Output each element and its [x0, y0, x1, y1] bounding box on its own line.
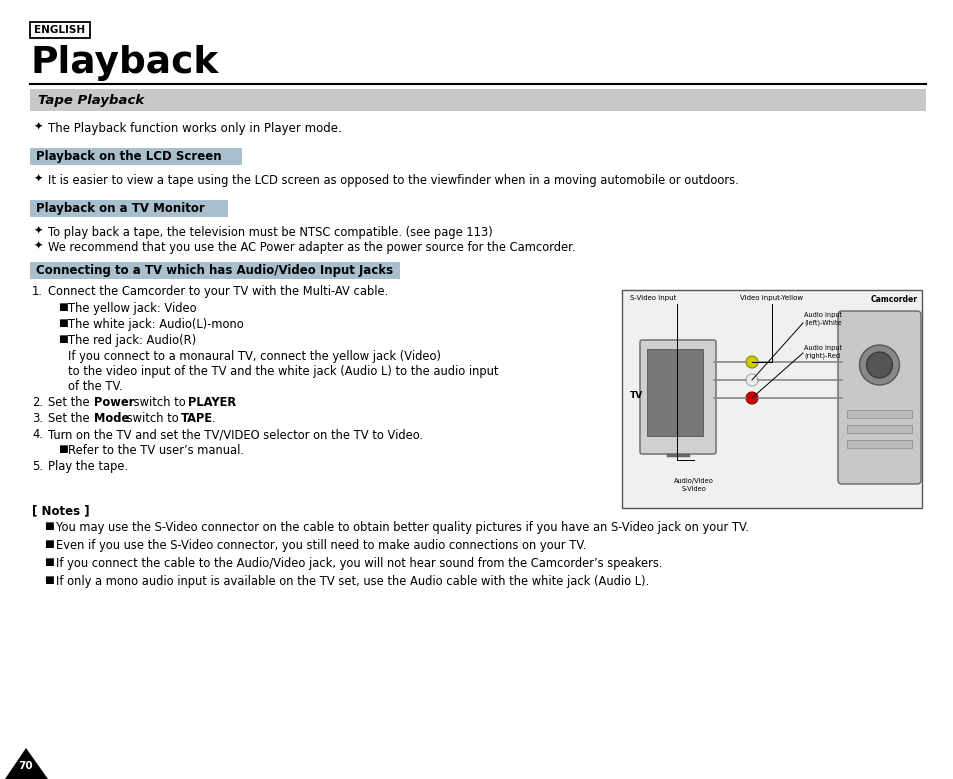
Text: The red jack: Audio(R): The red jack: Audio(R) [68, 334, 196, 347]
Text: TAPE: TAPE [181, 412, 213, 425]
Text: TV: TV [629, 390, 642, 400]
FancyBboxPatch shape [846, 410, 911, 418]
FancyBboxPatch shape [30, 89, 925, 111]
Text: If you connect to a monaural TV, connect the yellow jack (Video): If you connect to a monaural TV, connect… [68, 350, 440, 363]
FancyBboxPatch shape [621, 290, 921, 508]
Text: The Playback function works only in Player mode.: The Playback function works only in Play… [48, 122, 341, 135]
Text: 5.: 5. [32, 460, 43, 473]
Text: 4.: 4. [32, 428, 43, 441]
Circle shape [745, 356, 758, 368]
Text: If you connect the cable to the Audio/Video jack, you will not hear sound from t: If you connect the cable to the Audio/Vi… [56, 557, 661, 570]
Circle shape [745, 392, 758, 404]
Text: Audio/Video
S-Video: Audio/Video S-Video [674, 478, 713, 492]
Text: ■: ■ [44, 575, 53, 585]
Text: ■: ■ [58, 302, 68, 312]
Text: Playback: Playback [30, 45, 218, 81]
Text: ✦: ✦ [34, 174, 43, 184]
Text: Tape Playback: Tape Playback [38, 93, 144, 107]
Text: ■: ■ [58, 444, 68, 454]
Text: Even if you use the S-Video connector, you still need to make audio connections : Even if you use the S-Video connector, y… [56, 539, 586, 552]
Text: ENGLISH: ENGLISH [34, 25, 86, 35]
Circle shape [859, 345, 899, 385]
Text: You may use the S-Video connector on the cable to obtain better quality pictures: You may use the S-Video connector on the… [56, 521, 748, 534]
Text: Playback on the LCD Screen: Playback on the LCD Screen [36, 150, 221, 163]
Text: To play back a tape, the television must be NTSC compatible. (see page 113): To play back a tape, the television must… [48, 226, 493, 239]
Text: 2.: 2. [32, 396, 43, 409]
Text: Turn on the TV and set the TV/VIDEO selector on the TV to Video.: Turn on the TV and set the TV/VIDEO sele… [48, 428, 423, 441]
Text: .: . [212, 412, 215, 425]
FancyBboxPatch shape [846, 440, 911, 448]
FancyBboxPatch shape [30, 262, 399, 279]
FancyBboxPatch shape [30, 200, 228, 217]
Text: Play the tape.: Play the tape. [48, 460, 128, 473]
Text: 1.: 1. [32, 285, 43, 298]
Circle shape [865, 352, 892, 378]
FancyBboxPatch shape [30, 22, 90, 38]
Text: PLAYER: PLAYER [188, 396, 236, 409]
Text: The white jack: Audio(L)-mono: The white jack: Audio(L)-mono [68, 318, 244, 331]
Text: ■: ■ [58, 318, 68, 328]
Text: It is easier to view a tape using the LCD screen as opposed to the viewfinder wh: It is easier to view a tape using the LC… [48, 174, 738, 187]
Text: switch to: switch to [123, 412, 182, 425]
FancyBboxPatch shape [846, 425, 911, 433]
Text: ✦: ✦ [34, 122, 43, 132]
Text: ✦: ✦ [34, 241, 43, 251]
Text: Video input-Yellow: Video input-Yellow [740, 295, 802, 301]
Text: ■: ■ [44, 521, 53, 531]
Text: ■: ■ [44, 539, 53, 549]
Text: Playback on a TV Monitor: Playback on a TV Monitor [36, 202, 205, 215]
Text: ✦: ✦ [34, 226, 43, 236]
Text: S-Video input: S-Video input [629, 295, 676, 301]
Text: Set the: Set the [48, 412, 93, 425]
Text: switch to: switch to [130, 396, 190, 409]
FancyBboxPatch shape [646, 349, 702, 436]
Text: If only a mono audio input is available on the TV set, use the Audio cable with : If only a mono audio input is available … [56, 575, 649, 588]
Text: Audio input
(right)-Red: Audio input (right)-Red [803, 345, 841, 359]
Text: Mode: Mode [94, 412, 129, 425]
Text: to the video input of the TV and the white jack (Audio L) to the audio input: to the video input of the TV and the whi… [68, 365, 498, 378]
FancyBboxPatch shape [30, 148, 242, 165]
Polygon shape [5, 748, 48, 779]
Text: .: . [232, 396, 235, 409]
Text: [ Notes ]: [ Notes ] [32, 504, 90, 517]
Text: Audio input
(left)-White: Audio input (left)-White [803, 312, 841, 326]
Text: We recommend that you use the AC Power adapter as the power source for the Camco: We recommend that you use the AC Power a… [48, 241, 575, 254]
FancyBboxPatch shape [639, 340, 716, 454]
FancyBboxPatch shape [837, 311, 920, 484]
Text: Connect the Camcorder to your TV with the Multi-AV cable.: Connect the Camcorder to your TV with th… [48, 285, 388, 298]
Text: Camcorder: Camcorder [870, 295, 917, 304]
Text: The yellow jack: Video: The yellow jack: Video [68, 302, 196, 315]
Text: Connecting to a TV which has Audio/Video Input Jacks: Connecting to a TV which has Audio/Video… [36, 264, 393, 277]
Text: 70: 70 [19, 761, 33, 771]
Text: ■: ■ [58, 334, 68, 344]
Text: Power: Power [94, 396, 134, 409]
Text: ■: ■ [44, 557, 53, 567]
Text: Refer to the TV user’s manual.: Refer to the TV user’s manual. [68, 444, 244, 457]
Text: of the TV.: of the TV. [68, 380, 122, 393]
Text: Set the: Set the [48, 396, 93, 409]
Circle shape [745, 374, 758, 386]
Text: 3.: 3. [32, 412, 43, 425]
